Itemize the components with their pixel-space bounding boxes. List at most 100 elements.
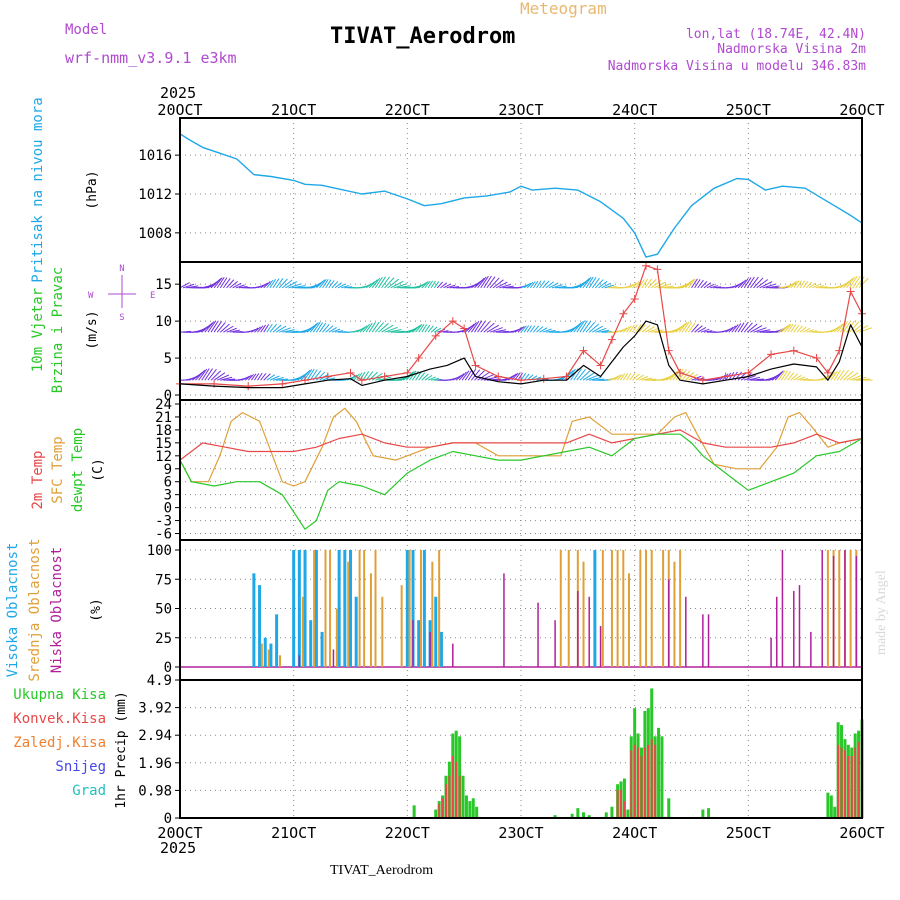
wind-arrow bbox=[266, 374, 276, 381]
wind-arrow bbox=[629, 373, 636, 381]
wind-arrow bbox=[421, 373, 429, 381]
precip-total-bar bbox=[604, 812, 608, 818]
wind-arrow bbox=[740, 322, 749, 333]
wind-arrow bbox=[192, 371, 204, 381]
wind-gust-marker bbox=[596, 361, 605, 370]
wind-arrow bbox=[784, 371, 791, 381]
wind-arrow bbox=[713, 286, 722, 289]
elevation-label: Nadmorska Visina 2m bbox=[717, 42, 866, 57]
precip-convective-bar bbox=[620, 789, 623, 818]
wind-arrow bbox=[632, 373, 640, 381]
wind-arrow bbox=[793, 280, 800, 289]
wind-gust-marker bbox=[744, 368, 753, 377]
wind-arrow bbox=[483, 275, 492, 289]
precip-legend-3: Snijeg bbox=[55, 759, 106, 775]
wind-gust-marker bbox=[460, 324, 469, 333]
wind-arrow bbox=[440, 282, 448, 289]
wind-arrow bbox=[582, 276, 592, 289]
wind-arrow bbox=[843, 277, 854, 289]
wind-arrow bbox=[641, 377, 653, 381]
wind-arrow bbox=[334, 330, 344, 333]
wind-arrow bbox=[418, 372, 426, 381]
wind-arrow bbox=[446, 284, 456, 289]
wind-arrow bbox=[387, 278, 399, 289]
wind-arrow bbox=[700, 280, 708, 289]
wind-arrow bbox=[436, 281, 444, 289]
wind-arrow bbox=[195, 369, 206, 381]
panel-frame bbox=[179, 679, 863, 819]
wind-arrow bbox=[582, 372, 595, 381]
wind-gust-marker bbox=[301, 376, 310, 385]
wind-arrow bbox=[474, 277, 485, 289]
wind-arrow bbox=[765, 285, 780, 289]
wind-arrow bbox=[213, 321, 223, 333]
pressure-units: (hPa) bbox=[85, 170, 100, 209]
wind-arrow bbox=[762, 283, 777, 289]
wind-arrow bbox=[573, 321, 583, 333]
wind-arrow bbox=[626, 325, 633, 333]
model-elevation-label: Nadmorska Visina u modelu 346.83m bbox=[608, 59, 866, 74]
wind-arrow bbox=[526, 281, 534, 289]
wind-arrow bbox=[276, 378, 288, 381]
x-tick-top-24oct: 24OCT bbox=[612, 101, 657, 119]
precip-convective-bar bbox=[850, 756, 853, 818]
wind-arrow bbox=[226, 327, 237, 333]
wind-arrow bbox=[278, 278, 288, 289]
x-tick-bottom-23oct: 23OCT bbox=[498, 824, 543, 842]
x-tick-bottom-21oct: 21OCT bbox=[271, 824, 316, 842]
wind-arrow bbox=[694, 325, 703, 333]
wind-arrow bbox=[728, 371, 735, 381]
wind-arrow bbox=[551, 284, 563, 289]
precip-convective-bar bbox=[458, 775, 461, 818]
y-tick-label: 2.94 bbox=[138, 728, 172, 744]
wind-arrow bbox=[253, 373, 260, 381]
wind-arrow bbox=[325, 279, 332, 289]
wind-arrow bbox=[207, 320, 217, 333]
wind-arrow bbox=[638, 279, 645, 289]
wind-arrow bbox=[809, 330, 818, 333]
wind-arrow bbox=[737, 279, 747, 289]
wind-arrow bbox=[691, 323, 699, 333]
y-tick-label: 0 bbox=[164, 501, 172, 517]
wind-arrow bbox=[647, 327, 660, 333]
wind-arrow bbox=[204, 368, 213, 381]
wind-arrow bbox=[595, 327, 607, 333]
y-tick-label: 0 bbox=[164, 811, 172, 827]
wind-arrow bbox=[542, 280, 550, 289]
wind-arrow bbox=[477, 372, 490, 381]
y-tick-label: 50 bbox=[155, 602, 172, 618]
wind-arrow bbox=[749, 276, 759, 289]
pressure-ylabel: Pritisak na nivou mora bbox=[30, 97, 46, 282]
wind-arrow bbox=[598, 329, 610, 333]
precip-total-bar bbox=[434, 809, 438, 818]
cloud-units: (%) bbox=[89, 598, 104, 621]
wind-gust-marker bbox=[630, 294, 639, 303]
wind-arrow bbox=[281, 279, 293, 289]
y-tick-label: 21 bbox=[155, 410, 172, 426]
wind-arrow bbox=[750, 325, 763, 333]
wind-arrow bbox=[371, 372, 383, 381]
wind-arrow bbox=[555, 285, 567, 289]
wind-arrow bbox=[238, 285, 248, 289]
y-tick-label: 4.9 bbox=[147, 673, 172, 689]
wind-gust-marker bbox=[664, 346, 673, 355]
wind-arrow bbox=[421, 281, 429, 289]
wind-arrow bbox=[427, 280, 434, 289]
wind-arrow bbox=[523, 325, 530, 333]
wind-arrow bbox=[635, 324, 642, 333]
wind-arrow bbox=[542, 328, 552, 333]
wind-arrow bbox=[756, 329, 771, 333]
wind-arrow bbox=[424, 280, 431, 289]
wind-arrow bbox=[585, 374, 599, 381]
wind-arrow bbox=[830, 370, 838, 381]
wind-arrow bbox=[613, 374, 621, 381]
wind-speed-line bbox=[179, 320, 863, 389]
wind-arrow bbox=[430, 280, 436, 289]
wind-arrow bbox=[480, 275, 489, 289]
wind-arrow bbox=[266, 279, 274, 289]
precip-convective-bar bbox=[623, 801, 626, 818]
wind-arrow bbox=[849, 374, 863, 381]
wind-arrow bbox=[644, 326, 655, 333]
wind-arrow bbox=[396, 285, 411, 289]
precip-total-bar bbox=[412, 805, 416, 818]
